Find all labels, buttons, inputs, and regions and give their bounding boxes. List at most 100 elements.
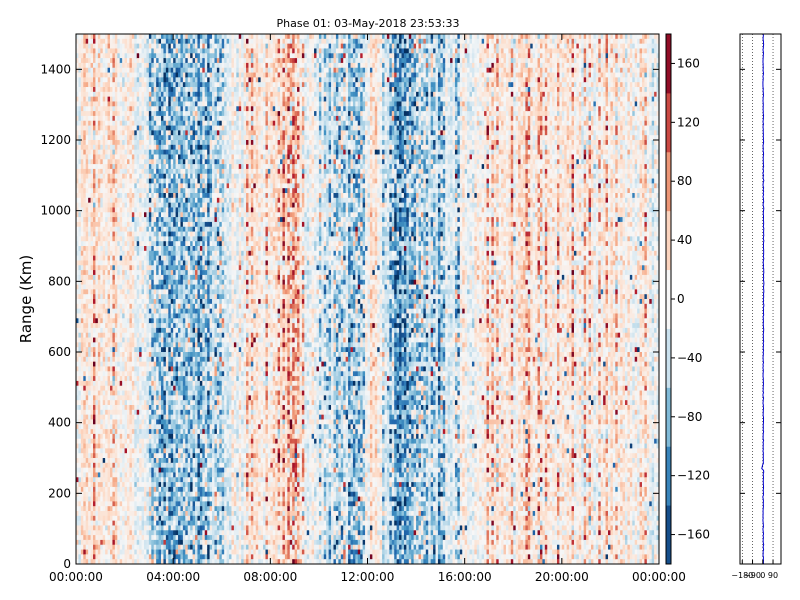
heatmap-cell (97, 458, 101, 464)
heatmap-cell (148, 130, 152, 136)
heatmap-cell (136, 453, 140, 459)
heatmap-cell (110, 535, 113, 541)
heatmap-cell (141, 477, 145, 483)
heatmap-cell (148, 371, 152, 377)
heatmap-cell (110, 491, 113, 497)
heatmap-cell (110, 356, 113, 363)
heatmap-cell (95, 380, 99, 387)
heatmap-cell (102, 400, 106, 406)
heatmap-cell (78, 443, 82, 449)
heatmap-cell (102, 125, 106, 131)
heatmap-cell (114, 149, 118, 155)
heatmap-cell (153, 96, 157, 102)
heatmap-cell (148, 496, 152, 502)
heatmap-cell (124, 520, 128, 526)
heatmap-cells (76, 34, 660, 565)
heatmap-cell (134, 299, 138, 305)
heatmap-cell (83, 115, 87, 122)
heatmap-cell (80, 193, 84, 199)
heatmap-cell (76, 337, 79, 343)
heatmap-cell (105, 453, 109, 459)
heatmap-cell (146, 337, 150, 343)
heatmap-cell (139, 96, 143, 102)
heatmap-cell (141, 43, 145, 49)
heatmap-cell (95, 207, 99, 213)
heatmap-cell (119, 472, 123, 478)
heatmap-cell (93, 144, 96, 151)
heatmap-cell (122, 149, 126, 155)
heatmap-cell (100, 265, 104, 271)
heatmap-cell (80, 530, 84, 536)
heatmap-cell (134, 419, 138, 425)
heatmap-cell (146, 323, 150, 329)
heatmap-cell (148, 458, 152, 464)
heatmap-cell (146, 371, 150, 377)
heatmap-cell (110, 405, 113, 411)
heatmap-cell (129, 197, 133, 204)
heatmap-cell (131, 380, 135, 387)
heatmap-cell (129, 265, 133, 271)
heatmap-cell (148, 414, 152, 420)
heatmap-cell (114, 303, 118, 310)
heatmap-cell (112, 356, 116, 363)
heatmap-cell (131, 120, 135, 126)
heatmap-cell (88, 53, 92, 59)
heatmap-cell (88, 448, 92, 454)
heatmap-cell (146, 390, 150, 396)
heatmap-cell (122, 183, 126, 189)
heatmap-cell (122, 472, 126, 478)
heatmap-cell (131, 308, 135, 314)
heatmap-cell (148, 115, 152, 122)
heatmap-cell (93, 58, 96, 64)
heatmap-cell (102, 299, 106, 305)
heatmap-cell (76, 303, 79, 310)
heatmap-cell (105, 77, 109, 83)
heatmap-cell (141, 106, 145, 112)
heatmap-cell (127, 559, 130, 565)
heatmap-cell (119, 366, 123, 372)
heatmap-cell (129, 236, 133, 242)
heatmap-cell (131, 530, 135, 536)
heatmap-cell (97, 438, 101, 444)
heatmap-cell (102, 106, 106, 112)
heatmap-cell (100, 270, 104, 276)
heatmap-cell (136, 140, 140, 146)
heatmap-cell (146, 58, 150, 64)
heatmap-cell (112, 168, 116, 175)
heatmap-cell (85, 419, 89, 425)
heatmap-cell (107, 241, 111, 247)
heatmap-cell (95, 549, 99, 555)
heatmap-cell (97, 274, 101, 281)
heatmap-cell (151, 486, 155, 493)
heatmap-cell (107, 226, 111, 232)
heatmap-cell (107, 482, 111, 488)
heatmap-cell (100, 188, 104, 194)
heatmap-cell (136, 472, 140, 478)
heatmap-cell (80, 144, 84, 151)
heatmap-cell (105, 38, 109, 45)
heatmap-cell (90, 496, 94, 502)
heatmap-cell (97, 188, 101, 194)
heatmap-cell (117, 168, 121, 175)
heatmap-cell (141, 443, 145, 449)
heatmap-cell (119, 87, 123, 93)
heatmap-cell (144, 236, 147, 242)
heatmap-cell (93, 424, 96, 430)
heatmap-cell (136, 207, 140, 213)
heatmap-cell (97, 101, 101, 107)
heatmap-cell (110, 144, 113, 151)
heatmap-cell (95, 366, 99, 372)
heatmap-cell (122, 164, 126, 170)
heatmap-cell (124, 279, 128, 285)
heatmap-cell (107, 380, 111, 387)
heatmap-cell (107, 496, 111, 502)
heatmap-cell (102, 347, 106, 353)
heatmap-cell (144, 197, 147, 204)
heatmap-cell (136, 265, 140, 271)
heatmap-cell (102, 380, 106, 387)
heatmap-cell (146, 197, 150, 204)
heatmap-cell (124, 217, 128, 223)
heatmap-cell (139, 241, 143, 247)
heatmap-cell (76, 482, 79, 488)
heatmap-cell (144, 96, 147, 102)
